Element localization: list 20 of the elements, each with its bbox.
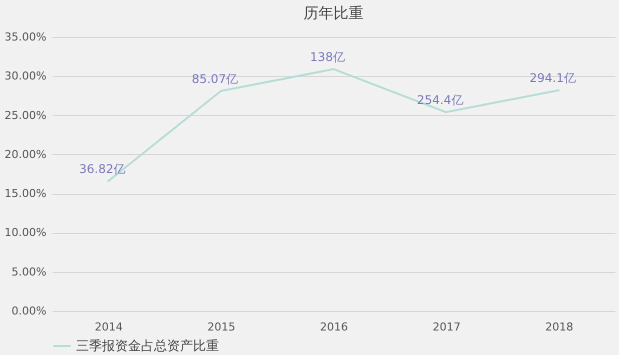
y-tick-label: 20.00% [4,148,46,161]
y-tick-label: 30.00% [4,70,46,83]
chart-title: 历年比重 [304,4,364,22]
annotation: 254.4亿 [416,93,464,108]
y-tick-label: 0.00% [12,304,46,318]
annotation: 85.07亿 [192,72,238,86]
y-tick-label: 10.00% [4,226,46,240]
y-tick-label: 25.00% [4,108,46,122]
x-tick-label: 2014 [94,320,123,334]
annotation: 36.82亿 [79,162,126,176]
annotation: 138亿 [310,50,345,64]
y-tick-label: 15.00% [4,187,46,200]
x-tick-label: 2015 [207,320,236,334]
annotation: 294.1亿 [530,71,576,86]
x-tick-label: 2016 [320,320,348,334]
y-tick-label: 5.00% [12,265,46,278]
x-tick-label: 2018 [545,320,574,334]
y-tick-label: 35.00% [4,30,46,44]
x-tick-label: 2017 [432,320,461,334]
legend-label: 三季报资金占总资产比重 [76,339,219,354]
